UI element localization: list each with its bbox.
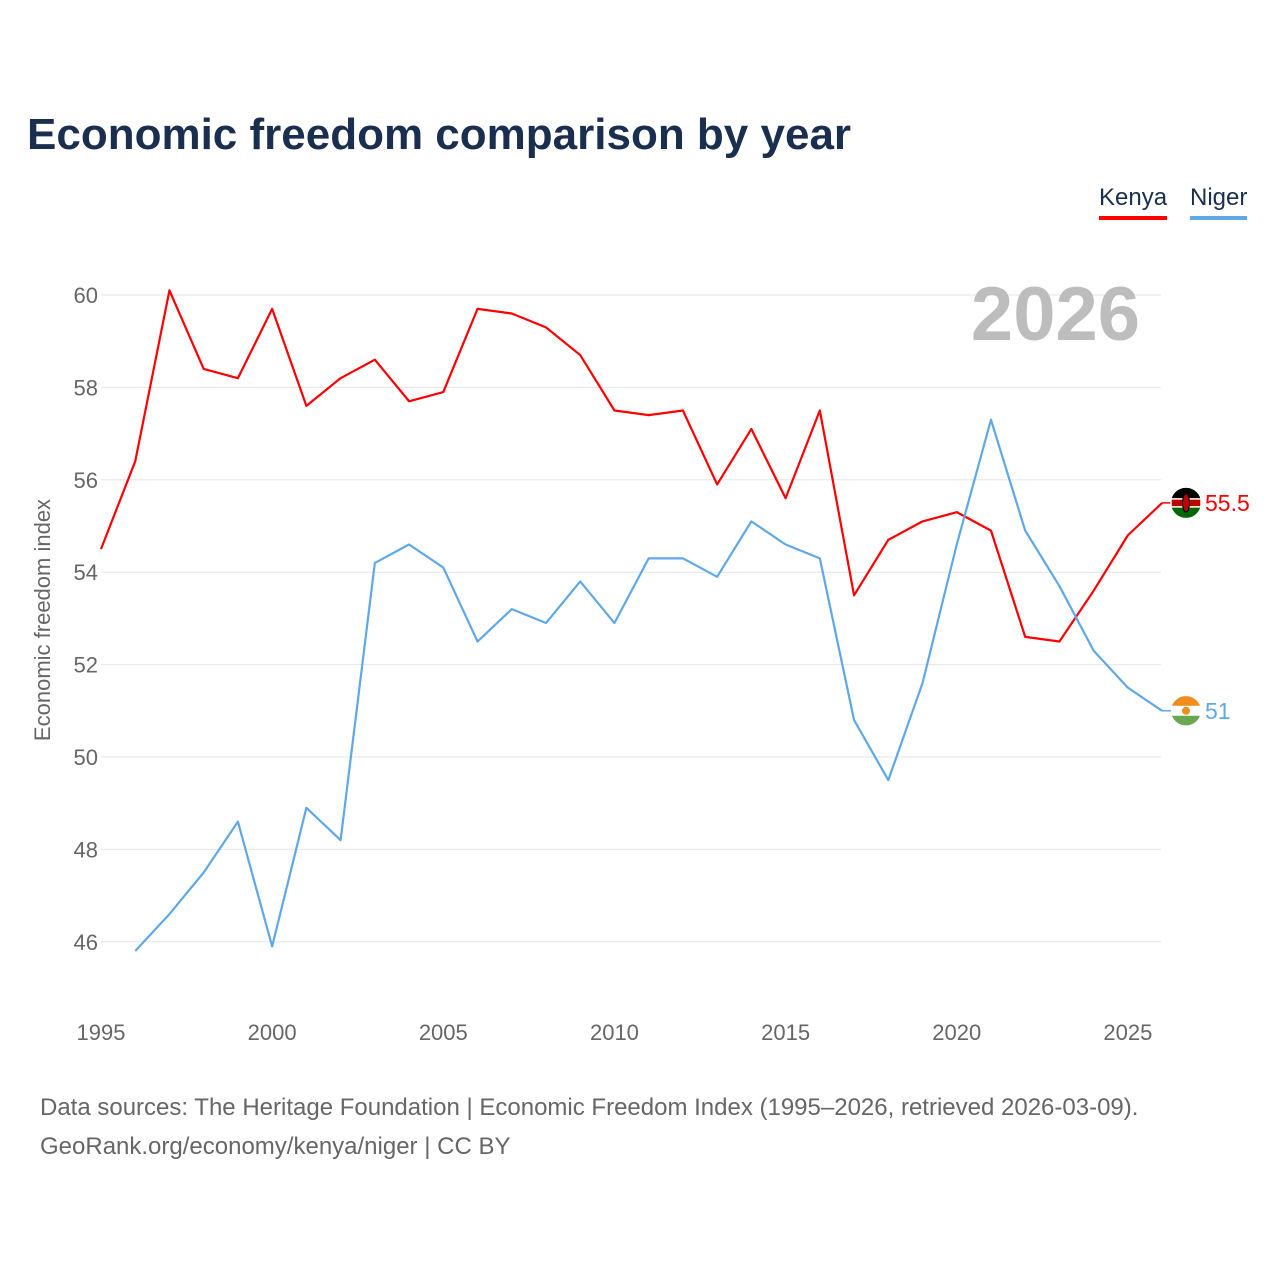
series-line-kenya[interactable]	[99, 289, 1163, 643]
footer: Data sources: The Heritage Foundation | …	[40, 1088, 1138, 1166]
kenya-flag-icon	[1170, 487, 1202, 518]
legend-kenya[interactable]: Kenya	[1099, 184, 1168, 220]
y-tick-label: 54	[74, 560, 98, 585]
footer-sources: Data sources: The Heritage Foundation | …	[40, 1094, 1139, 1121]
y-tick-label: 50	[74, 745, 98, 770]
niger-flag-icon	[1171, 695, 1201, 726]
series-line-niger[interactable]	[134, 418, 1163, 952]
x-tick-label: 2010	[590, 1020, 639, 1045]
chart-title: Economic freedom comparison by year	[27, 110, 852, 159]
legend-niger[interactable]: Niger	[1190, 184, 1248, 220]
y-axis-label: Economic freedom index	[30, 499, 55, 741]
x-tick-label: 2000	[248, 1020, 297, 1045]
y-tick-label: 52	[74, 653, 98, 678]
y-tick-label: 48	[74, 837, 98, 862]
y-tick-label: 46	[74, 930, 98, 955]
x-tick-label: 2020	[932, 1020, 981, 1045]
x-tick-label: 2025	[1103, 1020, 1152, 1045]
x-tick-label: 1995	[77, 1020, 126, 1045]
y-tick-label: 56	[74, 468, 98, 493]
year-watermark: 2026	[971, 272, 1140, 357]
y-tick-label: 60	[74, 283, 98, 308]
end-value-label: 55.5	[1205, 490, 1250, 516]
y-tick-label: 58	[74, 375, 98, 400]
x-tick-label: 2005	[419, 1020, 468, 1045]
end-value-label: 51	[1205, 698, 1231, 724]
footer-link[interactable]: GeoRank.org/economy/kenya/niger | CC BY	[40, 1133, 511, 1160]
x-tick-label: 2015	[761, 1020, 810, 1045]
